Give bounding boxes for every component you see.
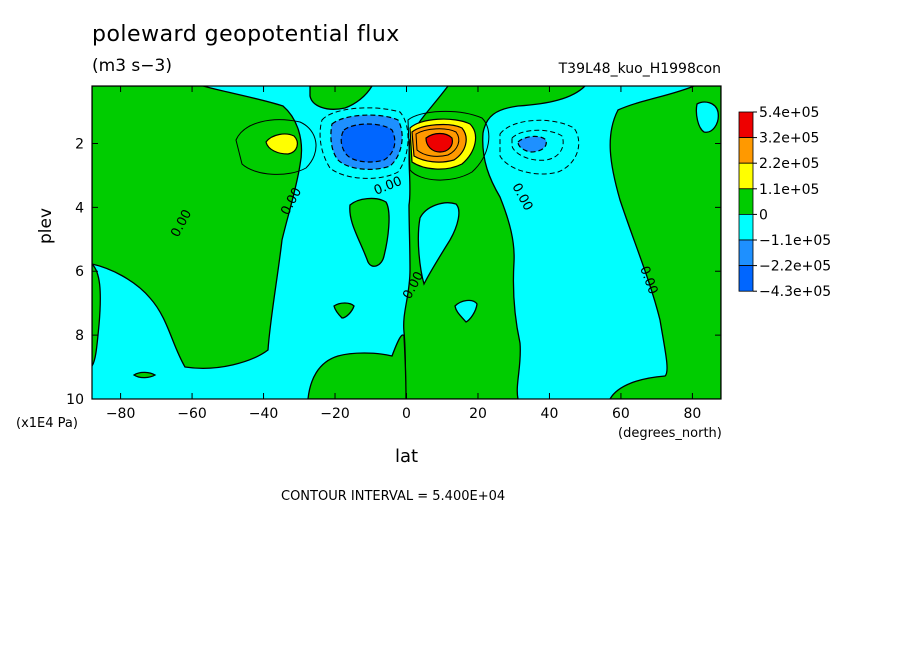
field-region-low	[517, 135, 547, 153]
x-tick-label: 80	[683, 406, 701, 422]
field-region-positive	[349, 197, 390, 267]
y-tick-label: 6	[75, 264, 84, 280]
colorbar-swatch	[738, 239, 754, 267]
x-tick-label: 20	[469, 406, 487, 422]
x-axis-unit: (degrees_north)	[618, 426, 722, 441]
colorbar-label: −4.3e+05	[759, 284, 831, 300]
field-region-negative	[695, 101, 719, 133]
colorbar-label: 2.2e+05	[759, 156, 819, 172]
colorbar-legend: 5.4e+05 3.2e+05 2.2e+05 1.1e+05 0 −1.1e+05 −2.…	[738, 105, 831, 300]
field-region-lowest	[340, 123, 396, 163]
colorbar-swatch	[738, 162, 754, 190]
contour-line-dashed	[511, 129, 564, 161]
y-tick-label: 10	[66, 392, 84, 408]
contour-interval-note: CONTOUR INTERVAL = 5.400E+04	[281, 489, 506, 504]
field-region-highest	[425, 132, 453, 153]
colorbar-swatch	[738, 137, 754, 164]
field-region-positive	[92, 86, 303, 369]
x-tick-label: 40	[541, 406, 559, 422]
run-label: T39L48_kuo_H1998con	[558, 61, 721, 77]
field-region-negative	[454, 299, 478, 323]
x-tick-label: 0	[402, 406, 411, 422]
x-tick-label: −20	[320, 406, 350, 422]
colorbar-label: 5.4e+05	[759, 105, 819, 121]
field-region-negative	[417, 202, 460, 286]
x-axis: −80 −60 −40 −20 0 20 40 60 80	[106, 86, 701, 422]
colorbar-label: 0	[759, 207, 768, 223]
field-region-positive	[307, 334, 407, 399]
colorbar-label: 1.1e+05	[759, 182, 819, 198]
x-tick-label: −40	[249, 406, 279, 422]
field-region-high	[265, 133, 298, 155]
y-tick-label: 8	[75, 328, 84, 344]
x-tick-label: 60	[612, 406, 630, 422]
contour-line-dashed	[319, 107, 409, 179]
field-region-positive	[309, 86, 373, 110]
x-tick-label: −80	[106, 406, 136, 422]
colorbar-label: 3.2e+05	[759, 131, 819, 147]
contour-line	[235, 119, 317, 175]
colorbar-label: −2.2e+05	[759, 259, 831, 275]
colorbar-swatch	[738, 213, 754, 241]
chart-units: (m3 s−3)	[92, 56, 172, 76]
chart-title: poleward geopotential flux	[92, 22, 400, 47]
x-tick-label: −60	[177, 406, 207, 422]
contour-line	[407, 110, 490, 181]
colorbar-swatch	[738, 111, 754, 139]
field-region-positive	[333, 302, 355, 319]
x-axis-label: lat	[395, 446, 419, 467]
field-region-positive	[609, 86, 721, 399]
y-axis-unit: (x1E4 Pa)	[16, 416, 78, 431]
y-tick-label: 4	[75, 200, 84, 216]
contour-line-dashed	[499, 119, 580, 175]
y-tick-label: 2	[75, 136, 84, 152]
colorbar-label: −1.1e+05	[759, 233, 831, 249]
field-region-positive	[92, 263, 101, 368]
contour-line	[415, 128, 460, 157]
colorbar-swatch	[738, 265, 754, 292]
y-axis: 2 4 6 8 10	[66, 136, 721, 408]
field-region-positive	[132, 371, 157, 379]
colorbar-swatch	[738, 188, 754, 215]
